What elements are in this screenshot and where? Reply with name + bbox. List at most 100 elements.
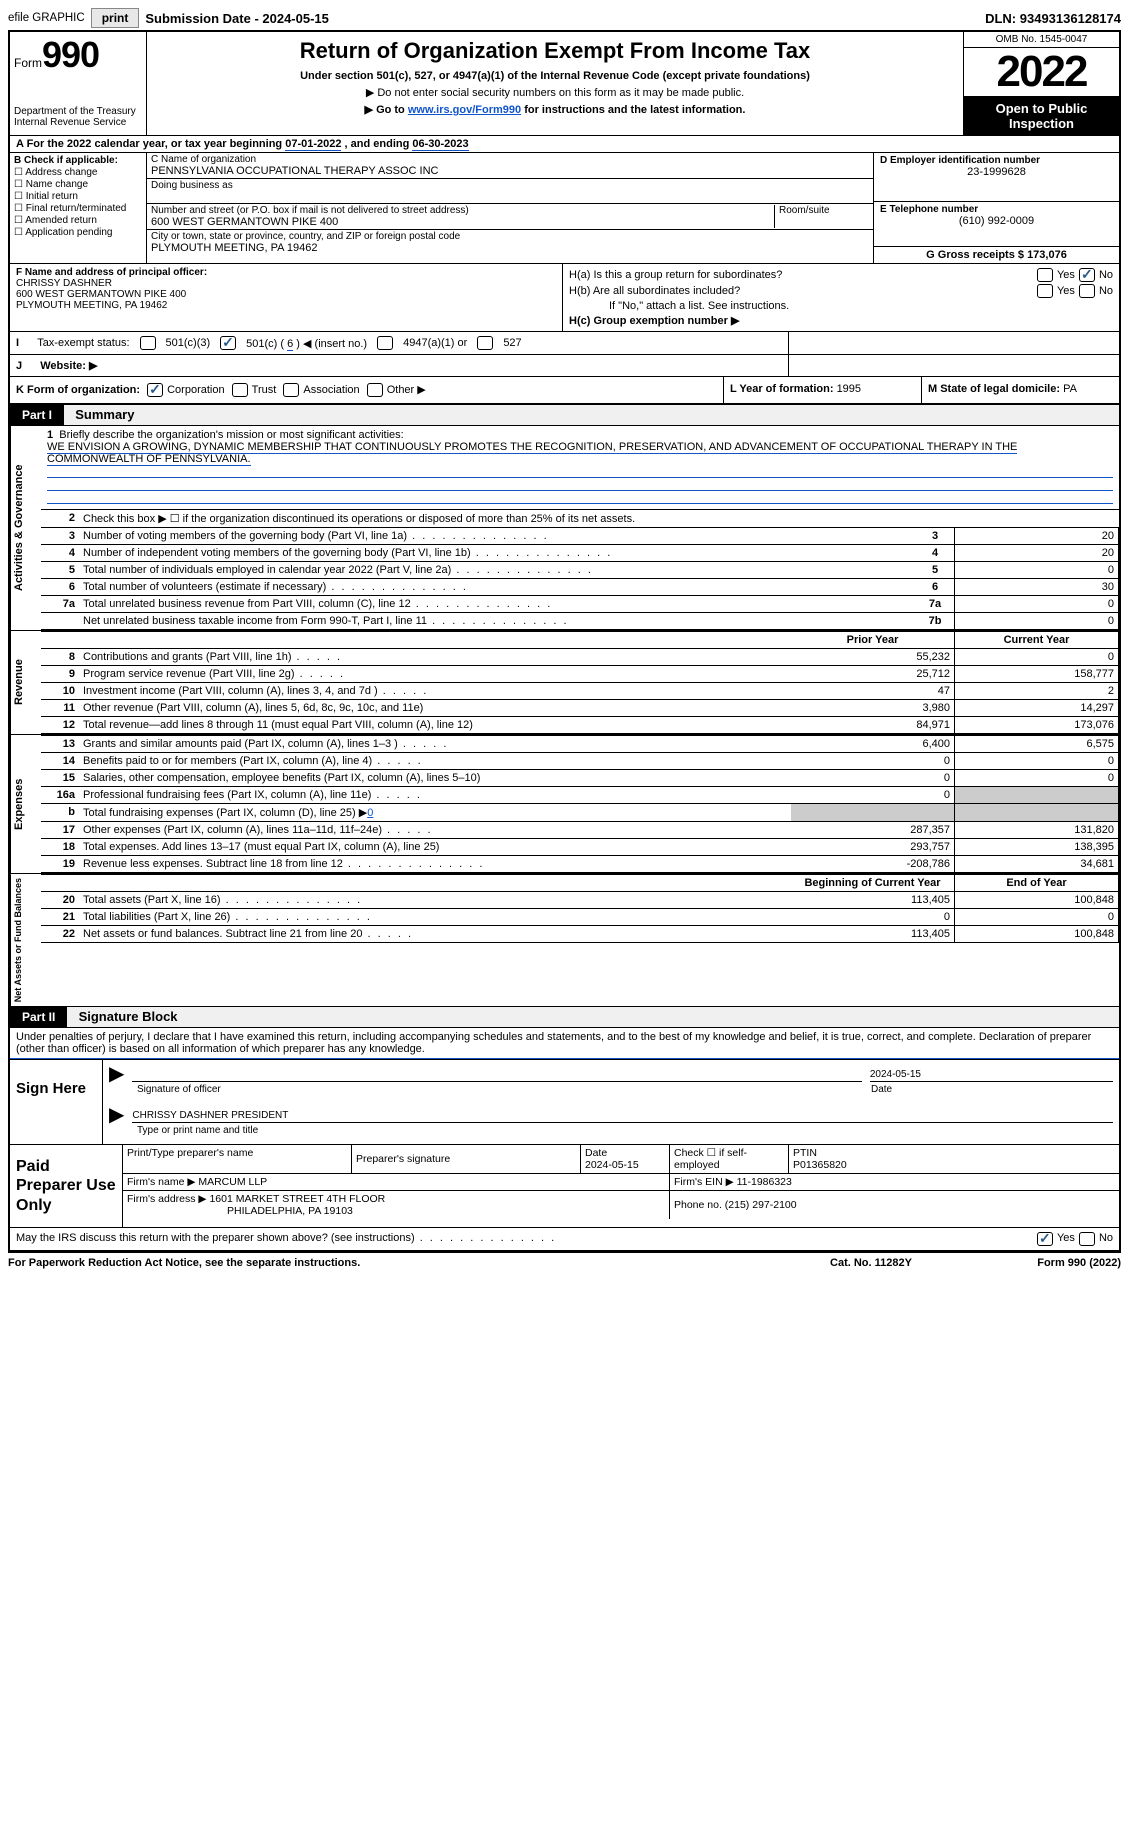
side-revenue: Revenue — [10, 631, 41, 734]
prior-12: 84,971 — [791, 717, 955, 734]
curr-12: 173,076 — [955, 717, 1119, 734]
side-expenses: Expenses — [10, 735, 41, 873]
part2-title: Signature Block — [71, 1009, 178, 1024]
form-number: 990 — [42, 34, 99, 75]
chk-final-return[interactable]: ☐ Final return/terminated — [14, 203, 142, 214]
discuss-no[interactable] — [1079, 1232, 1095, 1246]
hb-no[interactable] — [1079, 284, 1095, 298]
chk-initial-return[interactable]: ☐ Initial return — [14, 191, 142, 202]
curr-18: 138,395 — [955, 839, 1119, 856]
val-7b: 0 — [955, 613, 1119, 630]
curr-13: 6,575 — [955, 736, 1119, 753]
chk-other[interactable] — [367, 383, 383, 397]
part1-title: Summary — [67, 407, 134, 422]
chk-501c3[interactable] — [140, 336, 156, 350]
col-h-group: H(a) Is this a group return for subordin… — [563, 264, 1119, 331]
chk-501c[interactable] — [220, 336, 236, 350]
org-address: 600 WEST GERMANTOWN PIKE 400 — [151, 216, 774, 228]
submission-date: Submission Date - 2024-05-15 — [145, 11, 329, 26]
chk-association[interactable] — [283, 383, 299, 397]
tel-value: (610) 992-0009 — [880, 215, 1113, 227]
header-sub2: ▶ Do not enter social security numbers o… — [151, 86, 959, 99]
chk-4947[interactable] — [377, 336, 393, 350]
row-j-website: J Website: ▶ — [10, 355, 1119, 377]
col-f-officer: F Name and address of principal officer:… — [10, 264, 563, 331]
ptin-value: P01365820 — [793, 1159, 847, 1171]
chk-trust[interactable] — [232, 383, 248, 397]
hb-yes[interactable] — [1037, 284, 1053, 298]
ha-yes[interactable] — [1037, 268, 1053, 282]
section-activities-governance: Activities & Governance 1 Briefly descri… — [10, 426, 1119, 631]
row-k-form-org: K Form of organization: Corporation Trus… — [10, 377, 1119, 404]
section-bcd: B Check if applicable: ☐ Address change … — [10, 153, 1119, 264]
chk-address-change[interactable]: ☐ Address change — [14, 167, 142, 178]
row-a-tax-year: A For the 2022 calendar year, or tax yea… — [10, 136, 1119, 153]
form-title: Return of Organization Exempt From Incom… — [151, 38, 959, 64]
form-footer: Form 990 (2022) — [971, 1257, 1121, 1269]
begin-20: 113,405 — [791, 892, 955, 909]
curr-8: 0 — [955, 649, 1119, 666]
prior-10: 47 — [791, 683, 955, 700]
col-c-org-info: C Name of organization PENNSYLVANIA OCCU… — [147, 153, 874, 263]
signature-date: 2024-05-15 — [870, 1069, 1113, 1082]
prep-self-employed[interactable]: Check ☐ if self-employed — [670, 1145, 789, 1174]
chk-corporation[interactable] — [147, 383, 163, 397]
org-city: PLYMOUTH MEETING, PA 19462 — [151, 242, 869, 254]
val-4: 20 — [955, 545, 1119, 562]
val-3: 20 — [955, 528, 1119, 545]
chk-amended-return[interactable]: ☐ Amended return — [14, 215, 142, 226]
chk-application-pending[interactable]: ☐ Application pending — [14, 227, 142, 238]
preparer-label: Paid Preparer Use Only — [10, 1145, 122, 1227]
dln: DLN: 93493136128174 — [985, 11, 1121, 26]
curr-9: 158,777 — [955, 666, 1119, 683]
part1-bar: Part I Summary — [10, 404, 1119, 426]
officer-signature-field[interactable] — [132, 1080, 861, 1082]
discuss-yes[interactable] — [1037, 1232, 1053, 1246]
footer-paperwork: For Paperwork Reduction Act Notice, see … — [8, 1253, 1121, 1273]
state-domicile: M State of legal domicile: PA — [921, 377, 1119, 403]
signature-block: Sign Here ▶ 2024-05-15 Signature of offi… — [10, 1059, 1119, 1145]
omb-number: OMB No. 1545-0047 — [964, 32, 1119, 48]
header-mid: Return of Organization Exempt From Incom… — [147, 32, 963, 135]
discuss-row: May the IRS discuss this return with the… — [10, 1228, 1119, 1251]
form-word: Form — [14, 56, 42, 70]
dba-label: Doing business as — [151, 180, 869, 191]
hb-note: If "No," attach a list. See instructions… — [569, 300, 1113, 312]
mission-text: WE ENVISION A GROWING, DYNAMIC MEMBERSHI… — [47, 441, 1017, 466]
curr-17: 131,820 — [955, 822, 1119, 839]
part2-bar: Part II Signature Block — [10, 1006, 1119, 1028]
begin-21: 0 — [791, 909, 955, 926]
officer-name: CHRISSY DASHNER — [16, 278, 112, 289]
col-d-identifiers: D Employer identification number 23-1999… — [874, 153, 1119, 263]
org-name-label: C Name of organization — [151, 154, 869, 165]
ha-label: H(a) Is this a group return for subordin… — [569, 269, 1033, 281]
org-name: PENNSYLVANIA OCCUPATIONAL THERAPY ASSOC … — [151, 165, 869, 177]
officer-addr2: PLYMOUTH MEETING, PA 19462 — [16, 300, 167, 311]
curr-16a-shade — [955, 787, 1119, 804]
col-b-checkboxes: B Check if applicable: ☐ Address change … — [10, 153, 147, 263]
tax-year: 2022 — [964, 48, 1119, 97]
sign-here-label: Sign Here — [10, 1060, 103, 1144]
curr-14: 0 — [955, 753, 1119, 770]
fundraising-link[interactable]: 0 — [367, 807, 373, 819]
prior-16a: 0 — [791, 787, 955, 804]
form-container: Form990 Department of the Treasury Inter… — [8, 30, 1121, 1253]
ha-no[interactable] — [1079, 268, 1095, 282]
officer-name-title: CHRISSY DASHNER PRESIDENT — [132, 1110, 1113, 1123]
prior-9: 25,712 — [791, 666, 955, 683]
chk-name-change[interactable]: ☐ Name change — [14, 179, 142, 190]
prior-13: 6,400 — [791, 736, 955, 753]
prior-17: 287,357 — [791, 822, 955, 839]
prior-14: 0 — [791, 753, 955, 770]
preparer-table: Print/Type preparer's name Preparer's si… — [123, 1145, 1119, 1219]
governance-table: 2Check this box ▶ ☐ if the organization … — [41, 509, 1119, 630]
print-button[interactable]: print — [91, 8, 140, 28]
irs-link[interactable]: www.irs.gov/Form990 — [408, 104, 521, 116]
officer-addr1: 600 WEST GERMANTOWN PIKE 400 — [16, 289, 186, 300]
begin-22: 113,405 — [791, 926, 955, 943]
tel-label: E Telephone number — [880, 204, 1113, 215]
side-activities-governance: Activities & Governance — [10, 426, 41, 630]
curr-19: 34,681 — [955, 856, 1119, 873]
chk-527[interactable] — [477, 336, 493, 350]
top-bar: efile GRAPHIC print Submission Date - 20… — [8, 8, 1121, 28]
